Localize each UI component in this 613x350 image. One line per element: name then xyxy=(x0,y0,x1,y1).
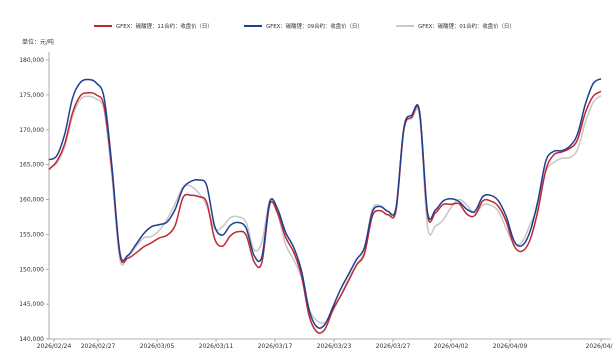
x-tick-label: 2026/03/05 xyxy=(140,343,175,350)
x-tick-label: 2026/02/27 xyxy=(81,343,116,350)
y-axis-unit-label: 单位：元/吨 xyxy=(22,38,54,46)
y-tick-label: 180,000 xyxy=(19,57,44,64)
x-tick-label: 2026/04/09 xyxy=(493,343,528,350)
x-tick-label: 2026/03/17 xyxy=(258,343,293,350)
legend-item-09[interactable]: GFEX：碳酸锂：09合约：收盘价（日） xyxy=(244,22,363,30)
y-axis: 140,000 145,000 150,000 155,000 160,000 165,0… xyxy=(19,52,50,343)
y-tick-label: 140,000 xyxy=(19,336,44,343)
series-line-09 xyxy=(48,78,602,329)
x-tick-label: 2026/03/27 xyxy=(376,343,411,350)
y-tick-label: 160,000 xyxy=(19,197,44,204)
legend-label: GFEX：碳酸锂：01合约：收盘价（日） xyxy=(418,22,515,30)
legend-label: GFEX：碳酸锂：09合约：收盘价（日） xyxy=(266,22,363,30)
y-tick-label: 150,000 xyxy=(19,266,44,273)
series-line-01 xyxy=(48,94,602,324)
series-line-11 xyxy=(48,90,602,334)
legend-label: GFEX：碳酸锂：11合约：收盘价（日） xyxy=(116,22,213,30)
legend-item-01[interactable]: GFEX：碳酸锂：01合约：收盘价（日） xyxy=(396,22,515,30)
x-tick-label: 2026/02/24 xyxy=(37,343,72,350)
legend-item-11[interactable]: GFEX：碳酸锂：11合约：收盘价（日） xyxy=(94,22,213,30)
plot-area xyxy=(48,78,602,334)
x-tick-label: 2026/04/1 xyxy=(586,343,613,350)
y-tick-label: 165,000 xyxy=(19,162,44,169)
x-axis: 2026/02/24 2026/02/27 2026/03/05 2026/03/11… xyxy=(37,338,613,350)
x-tick-label: 2026/03/11 xyxy=(199,343,234,350)
y-tick-label: 145,000 xyxy=(19,301,44,308)
y-tick-label: 175,000 xyxy=(19,92,44,99)
y-tick-label: 155,000 xyxy=(19,231,44,238)
legend: GFEX：碳酸锂：11合约：收盘价（日） GFEX：碳酸锂：09合约：收盘价（日）… xyxy=(94,22,515,30)
x-tick-label: 2026/04/02 xyxy=(434,343,469,350)
y-tick-label: 170,000 xyxy=(19,127,44,134)
x-tick-label: 2026/03/23 xyxy=(317,343,352,350)
